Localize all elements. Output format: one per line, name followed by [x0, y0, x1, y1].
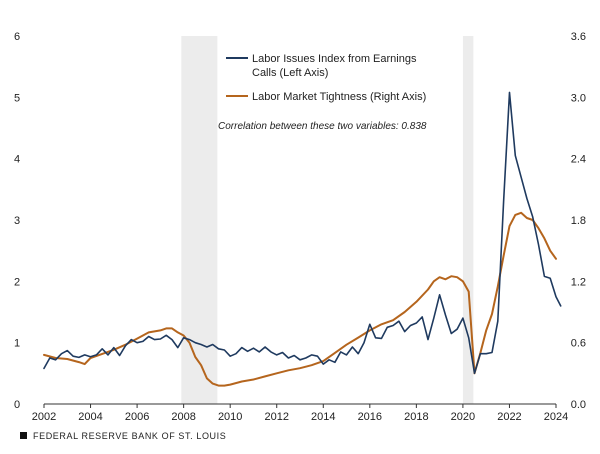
right-axis-ticks: 0.0 0.6 1.2 1.8 2.4 3.0 3.6 — [571, 31, 586, 411]
left-axis-tick-label: 4 — [14, 154, 20, 166]
left-axis-tick-label: 5 — [14, 92, 20, 104]
left-axis-tick-label: 6 — [14, 31, 20, 43]
series-line-labor-tightness — [43, 211, 557, 387]
x-axis-tick-label: 2004 — [78, 411, 102, 423]
x-axis-tick-label: 2020 — [451, 411, 475, 423]
x-axis-tick-label: 2024 — [544, 411, 568, 423]
x-axis-tick-label: 2018 — [404, 411, 428, 423]
series-line-labor-issues — [43, 91, 562, 375]
recession-band-0 — [181, 36, 218, 404]
source-square-icon — [20, 432, 27, 439]
left-axis-ticks: 0 1 2 3 4 5 6 — [14, 31, 20, 411]
x-axis-tick-label: 2012 — [264, 411, 288, 423]
left-axis-tick-label: 2 — [14, 276, 20, 288]
right-axis-tick-label: 2.4 — [571, 154, 586, 166]
right-axis-tick-label: 3.0 — [571, 92, 586, 104]
x-axis-ticks: 2002 2004 2006 2008 2010 2012 2014 2016 2018 2020… — [32, 404, 568, 423]
series-lines — [43, 91, 562, 387]
correlation-annotation: Correlation between these two variables:… — [218, 121, 427, 132]
recession-band-1 — [462, 36, 474, 404]
x-axis-tick-label: 2002 — [32, 411, 56, 423]
recession-shading — [181, 36, 474, 404]
x-axis-tick-label: 2008 — [171, 411, 195, 423]
legend-label-labor-issues-line2: Calls (Left Axis) — [252, 67, 328, 79]
right-axis-tick-label: 3.6 — [571, 31, 586, 43]
left-axis-tick-label: 0 — [14, 399, 20, 411]
x-axis-tick-label: 2016 — [358, 411, 382, 423]
left-axis-tick-label: 3 — [14, 215, 20, 227]
x-axis-tick-label: 2006 — [125, 411, 149, 423]
x-axis-tick-label: 2010 — [218, 411, 242, 423]
legend-label-labor-tightness: Labor Market Tightness (Right Axis) — [252, 91, 426, 103]
x-axis-tick-label: 2014 — [311, 411, 335, 423]
legend: Labor Issues Index from Earnings Calls (… — [226, 53, 426, 103]
right-axis-tick-label: 0.6 — [571, 338, 586, 350]
source-label: FEDERAL RESERVE BANK OF ST. LOUIS — [33, 431, 226, 441]
legend-label-labor-issues-line1: Labor Issues Index from Earnings — [252, 53, 417, 65]
right-axis-tick-label: 1.8 — [571, 215, 586, 227]
x-axis-tick-label: 2022 — [497, 411, 521, 423]
right-axis-tick-label: 1.2 — [571, 276, 586, 288]
left-axis-tick-label: 1 — [14, 338, 20, 350]
right-axis-tick-label: 0.0 — [571, 399, 586, 411]
